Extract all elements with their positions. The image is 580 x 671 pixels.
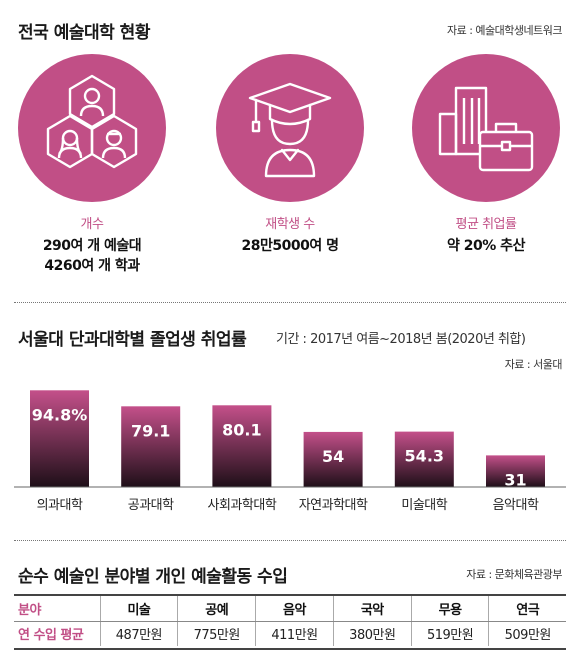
bar-4	[394, 431, 454, 487]
stat-value-students: 28만5000여 명	[241, 238, 339, 254]
table-cell: 411만원	[255, 621, 334, 646]
table-bottom-rule	[14, 648, 566, 650]
bar-value-label: 94.8%	[32, 405, 88, 424]
stat-value-count: 290여 개 예술대 4260여 개 학과	[2, 236, 182, 276]
table-col-header: 미술	[99, 596, 178, 622]
employment-bar-chart: 94.8% 79.1 80.1 54 54.3 31 의과대학 공과대학 사회과학대학 자연과학…	[14, 390, 566, 513]
stat-label-count: 개수	[80, 217, 104, 232]
stat-circle-students	[216, 54, 364, 202]
bar-3	[303, 431, 363, 487]
table-col-header: 국악	[332, 596, 412, 622]
source-note-3: 자료 : 문화체육관광부	[466, 568, 562, 581]
table-cell: 380만원	[332, 621, 412, 646]
stat-label-employment: 평균 취업률	[455, 217, 517, 232]
category-label: 공과대학	[128, 498, 174, 513]
divider-1	[14, 302, 566, 303]
source-note-2: 자료 : 서울대	[504, 358, 563, 371]
bar-value-label: 80.1	[222, 420, 261, 439]
table-col-header: 무용	[410, 596, 489, 622]
bar-1	[121, 406, 181, 487]
briefcase-building-icon	[438, 86, 534, 172]
chart-subtitle: 기간 : 2017년 여름~2018년 봄(2020년 취합)	[276, 332, 526, 347]
bar-value-label: 31	[504, 470, 526, 489]
table-cell: 519만원	[410, 621, 489, 646]
section-title-employment-rate: 서울대 단과대학별 졸업생 취업률	[18, 330, 247, 350]
table-col-header: 음악	[255, 596, 334, 622]
source-note-1: 자료 : 예술대학생네트워크	[446, 24, 563, 37]
bar-5	[486, 455, 545, 487]
table-header-label: 분야	[14, 596, 100, 622]
stat-value-employment: 약 20% 추산	[447, 238, 525, 254]
divider-2	[14, 540, 566, 541]
bar-value-label: 79.1	[131, 421, 170, 440]
table-top-rule	[14, 594, 566, 596]
income-table: 분야 미술 공예 음악 국악 무용 연극 연 수입 평균 487만원 775만원…	[14, 596, 566, 646]
bar-value-label: 54.3	[405, 447, 444, 466]
table-cell: 509만원	[488, 621, 566, 646]
bar-0	[30, 390, 89, 487]
table-col-header: 공예	[177, 596, 256, 622]
table-cell: 775만원	[177, 621, 256, 646]
category-label: 음악대학	[493, 498, 539, 513]
table-cell: 487만원	[99, 621, 178, 646]
bar-value-label: 54	[322, 447, 344, 466]
table-row-label: 연 수입 평균	[18, 628, 84, 644]
bar-2	[212, 405, 272, 487]
stat-circle-employment	[412, 54, 560, 202]
category-label: 사회과학대학	[208, 498, 277, 513]
graduate-icon	[248, 82, 332, 178]
category-label: 자연과학대학	[299, 498, 368, 513]
table-row: 연 수입 평균 487만원 775만원 411만원 380만원 519만원 50…	[14, 621, 566, 646]
category-label: 의과대학	[37, 498, 83, 513]
stat-circle-count	[18, 54, 166, 202]
category-label: 미술대학	[401, 498, 447, 513]
section-title-art-universities: 전국 예술대학 현황	[18, 23, 150, 43]
people-hexagon-icon	[46, 74, 138, 169]
stat-label-students: 재학생 수	[265, 217, 315, 232]
table-col-header: 연극	[488, 596, 566, 622]
stat-value-line: 290여 개 예술대	[42, 238, 142, 254]
section-title-income: 순수 예술인 분야별 개인 예술활동 수입	[18, 567, 288, 587]
table-header-row: 분야 미술 공예 음악 국악 무용 연극	[14, 596, 566, 622]
stat-value-line: 4260여 개 학과	[44, 258, 140, 274]
